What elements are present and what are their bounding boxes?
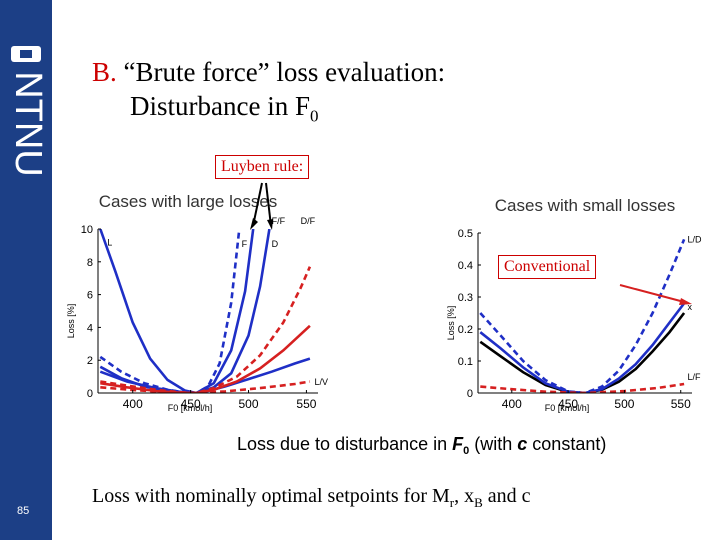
series-label: D/F (301, 216, 316, 226)
series-label: F (242, 239, 248, 249)
x-axis-label: F0 [kmol/h] (168, 403, 213, 413)
footer-text: Loss with nominally optimal setpoints fo… (92, 485, 531, 510)
y-tick-label: 0.5 (458, 228, 473, 240)
slide-title: B. “Brute force” loss evaluation: Distur… (92, 55, 445, 133)
series-group (99, 229, 312, 393)
x-tick-label: 550 (296, 397, 316, 411)
x-tick-label: 500 (614, 397, 634, 411)
series-label: L/V (315, 377, 329, 387)
luyben-rule-callout: Luyben rule: (215, 155, 310, 179)
y-tick-label: 10 (81, 224, 93, 236)
y-tick-label: 6 (87, 290, 93, 302)
series-label: F/F (272, 216, 286, 226)
chart-1: Cases with large losses 400 450 500 550 0 2 4 6 8… (66, 192, 328, 413)
x-tick-label: 400 (123, 397, 143, 411)
y-tick-label: 0.3 (458, 292, 473, 304)
y-tick-label: 0 (467, 388, 473, 400)
bottom-caption: Loss due to disturbance in F0 (with c co… (237, 434, 606, 457)
luyben-arrows (250, 182, 692, 305)
title-line2: Disturbance in F0 (130, 91, 319, 126)
x-tick-label: 450 (181, 397, 201, 411)
y-tick-label: 4 (87, 322, 93, 334)
title-prefix: B. (92, 57, 117, 87)
y-axis-label: Loss [%] (66, 304, 76, 339)
y-axis-label: Loss [%] (446, 306, 456, 341)
title-line1: “Brute force” loss evaluation: (123, 57, 446, 87)
x-tick-label: 450 (558, 397, 578, 411)
series-line-xd (479, 312, 686, 393)
y-tick-label: 0.4 (458, 260, 473, 272)
series-label: D (272, 239, 279, 249)
series-line-2 (479, 302, 686, 393)
x-tick-label: 500 (239, 397, 259, 411)
y-tick-label: 8 (87, 257, 93, 269)
x-tick-label: 400 (502, 397, 522, 411)
conventional-callout: Conventional (498, 255, 597, 279)
y-tick-label: 2 (87, 355, 93, 367)
series-line-f (99, 229, 255, 393)
chart-2: Cases with small losses 400 450 500 550 0 0.1 0… (446, 196, 702, 413)
series-line-lf (480, 382, 685, 393)
series-line-6 (100, 380, 311, 393)
series-label: L/F (687, 372, 701, 382)
y-tick-label: 0.1 (458, 356, 473, 368)
ntnu-logo-icon (11, 46, 41, 62)
svg-text:NTNU: NTNU (7, 74, 48, 174)
chart-title: Cases with small losses (495, 196, 675, 215)
series-line-l (99, 229, 311, 393)
ntnu-sidebar: NTNU 85 (0, 0, 52, 540)
y-tick-label: 0 (87, 388, 93, 400)
y-tick-label: 0.2 (458, 324, 473, 336)
svg-text:Loss due to disturbance in F0: Loss due to disturbance in F0 (with c co… (237, 434, 606, 457)
page-number: 85 (17, 505, 30, 517)
series-label: L/D (687, 235, 702, 245)
x-tick-label: 550 (671, 397, 691, 411)
series-line-ff0 (99, 229, 241, 393)
x-axis-label: F0 [kmol/h] (545, 403, 590, 413)
series-label: L (107, 237, 112, 247)
series-label: x (687, 302, 692, 312)
chart-title: Cases with large losses (99, 192, 278, 211)
series-line-df0 (100, 266, 312, 393)
ntnu-wordmark: NTNU (7, 74, 48, 174)
series-group (479, 238, 686, 393)
